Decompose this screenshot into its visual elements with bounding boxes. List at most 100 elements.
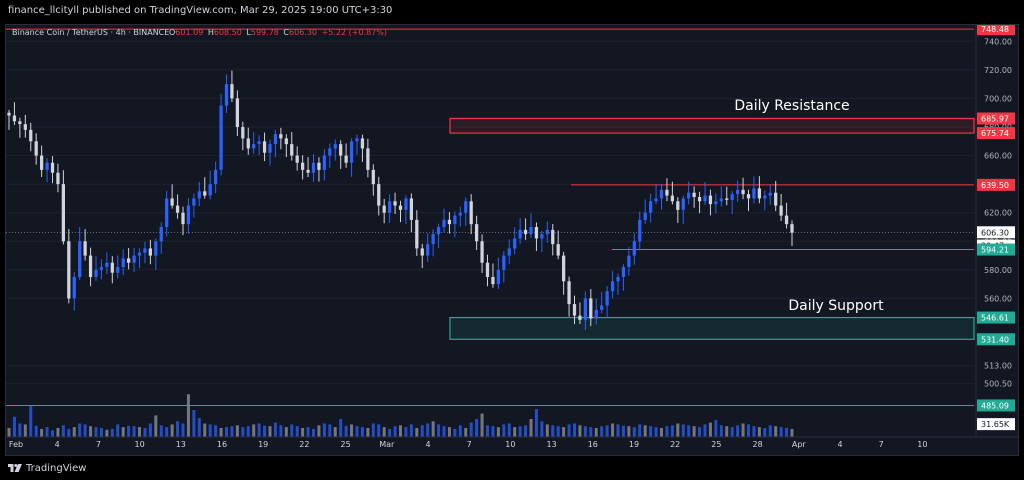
candle-body[interactable] [551, 229, 555, 245]
candle-body[interactable] [110, 262, 114, 273]
candle-body[interactable] [676, 201, 680, 210]
candle-body[interactable] [252, 144, 256, 149]
candle-body[interactable] [181, 212, 185, 225]
candle-body[interactable] [72, 277, 76, 299]
candle-body[interactable] [600, 305, 604, 310]
candle-body[interactable] [513, 238, 517, 249]
candle-body[interactable] [83, 241, 87, 256]
footer[interactable]: TradingView [8, 460, 86, 476]
candle-body[interactable] [50, 162, 55, 173]
candle-body[interactable] [377, 184, 381, 206]
candle-body[interactable] [290, 144, 294, 156]
candle-body[interactable] [300, 162, 305, 170]
candle-body[interactable] [545, 229, 549, 235]
candle-body[interactable] [61, 184, 66, 242]
candle-body[interactable] [480, 241, 484, 263]
candle-body[interactable] [45, 162, 49, 170]
candle-body[interactable] [333, 144, 337, 149]
candle-body[interactable] [311, 162, 316, 173]
candle-body[interactable] [116, 267, 120, 273]
candle-body[interactable] [725, 198, 729, 200]
candle-body[interactable] [99, 267, 104, 270]
candle-body[interactable] [268, 144, 272, 153]
candle-body[interactable] [594, 309, 598, 319]
candle-body[interactable] [382, 205, 386, 213]
candle-body[interactable] [610, 281, 615, 292]
candle-body[interactable] [447, 219, 452, 225]
candle-body[interactable] [692, 192, 696, 197]
candle-body[interactable] [404, 198, 408, 210]
candle-body[interactable] [186, 205, 191, 225]
candle-body[interactable] [246, 138, 250, 149]
candle-body[interactable] [485, 262, 490, 277]
candle-body[interactable] [23, 124, 27, 130]
candle-body[interactable] [648, 201, 653, 213]
candle-body[interactable] [714, 201, 718, 205]
candle-body[interactable] [784, 215, 789, 225]
candle-body[interactable] [7, 112, 11, 116]
candle-body[interactable] [328, 148, 332, 156]
candle-body[interactable] [469, 201, 473, 225]
candle-body[interactable] [605, 291, 609, 306]
candle-body[interactable] [534, 227, 539, 239]
candle-body[interactable] [703, 195, 707, 202]
candle-body[interactable] [230, 84, 234, 99]
candle-body[interactable] [643, 212, 647, 220]
candle-body[interactable] [219, 105, 223, 170]
candle-body[interactable] [670, 195, 675, 202]
candle-body[interactable] [735, 189, 740, 195]
candle-body[interactable] [464, 201, 468, 213]
candle-body[interactable] [529, 227, 533, 235]
candle-body[interactable] [458, 212, 462, 216]
candle-body[interactable] [665, 189, 669, 196]
candle-body[interactable] [616, 277, 620, 282]
candle-body[interactable] [741, 189, 745, 195]
candle-body[interactable] [273, 134, 278, 145]
candle-body[interactable] [387, 201, 392, 213]
candle-body[interactable] [137, 252, 142, 256]
candle-body[interactable] [632, 241, 636, 256]
candle-body[interactable] [121, 258, 125, 267]
candle-body[interactable] [415, 219, 419, 249]
candle-body[interactable] [67, 241, 71, 299]
candle-body[interactable] [746, 194, 751, 199]
candle-body[interactable] [132, 255, 136, 263]
candle-body[interactable] [29, 129, 33, 142]
candle-body[interactable] [34, 141, 38, 156]
candle-body[interactable] [262, 141, 267, 153]
candle-body[interactable] [366, 148, 370, 170]
candle-body[interactable] [627, 255, 631, 267]
candle-body[interactable] [621, 267, 626, 277]
candle-body[interactable] [148, 248, 153, 256]
candle-body[interactable] [540, 234, 544, 239]
candle-body[interactable] [654, 198, 658, 202]
candle-body[interactable] [496, 269, 501, 285]
candle-body[interactable] [279, 134, 283, 139]
candle-body[interactable] [192, 198, 196, 206]
candle-body[interactable] [18, 121, 22, 125]
candle-body[interactable] [154, 241, 158, 256]
candle-body[interactable] [241, 127, 245, 139]
candle-body[interactable] [322, 155, 327, 170]
candle-body[interactable] [88, 255, 93, 277]
candle-body[interactable] [213, 169, 218, 185]
candle-body[interactable] [757, 188, 762, 199]
candle-body[interactable] [208, 184, 212, 196]
candle-body[interactable] [730, 194, 734, 200]
candle-body[interactable] [431, 234, 435, 245]
chart-panel[interactable]: Daily Resistance Daily Support Binance C… [5, 23, 1019, 456]
candle-body[interactable] [349, 141, 354, 163]
candle-body[interactable] [284, 138, 288, 145]
candle-body[interactable] [197, 191, 201, 199]
candle-body[interactable] [768, 192, 772, 196]
candle-body[interactable] [589, 298, 593, 319]
candle-body[interactable] [779, 205, 783, 216]
candle-body[interactable] [708, 195, 713, 205]
candle-body[interactable] [518, 229, 522, 239]
candle-body[interactable] [774, 192, 778, 206]
candle-body[interactable] [224, 84, 229, 106]
candle-body[interactable] [105, 262, 109, 267]
candle-body[interactable] [697, 197, 702, 202]
candle-body[interactable] [126, 258, 131, 263]
candle-body[interactable] [638, 219, 642, 242]
